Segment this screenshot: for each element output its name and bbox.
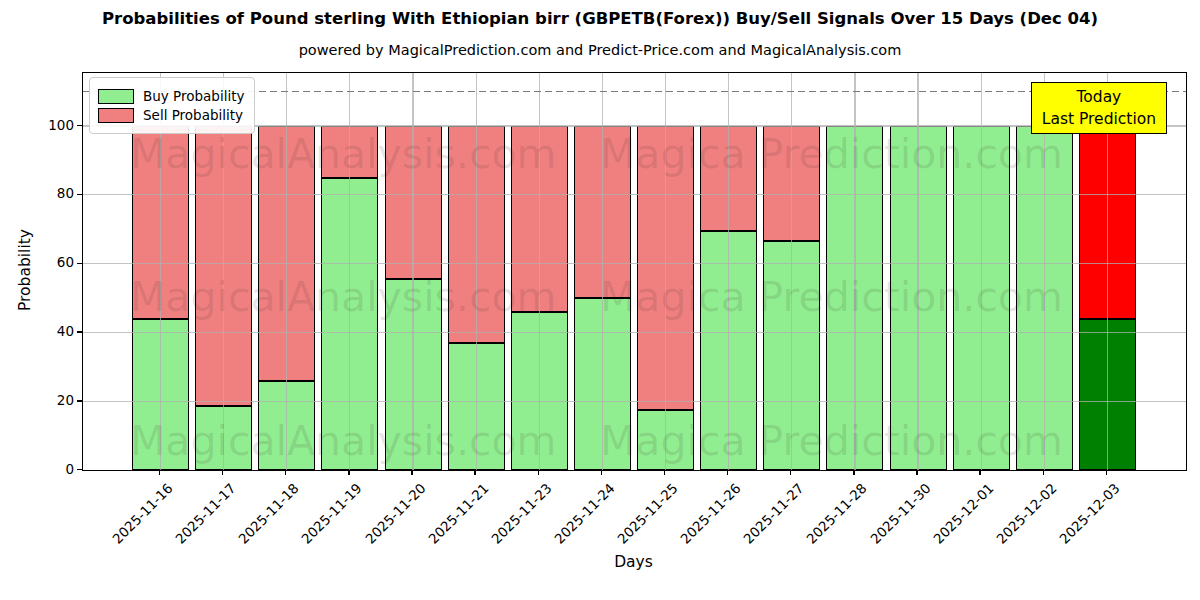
x-axis-label: Days	[82, 553, 1185, 571]
y-tick-label: 100	[28, 117, 74, 134]
watermark-text: MagicalAnalysis.com	[130, 128, 557, 180]
today-annotation-line1: Today	[1042, 86, 1156, 108]
chart-title: Probabilities of Pound sterling With Eth…	[0, 9, 1200, 28]
legend-item-sell: Sell Probability	[98, 107, 244, 123]
x-tick-label: 2025-11-30	[867, 480, 934, 547]
x-tick-mark	[474, 470, 475, 475]
watermark-text: MagicalAnalysis.com	[130, 271, 557, 323]
legend-label: Buy Probability	[143, 88, 244, 104]
y-tick-mark	[77, 331, 82, 332]
x-tick-mark	[664, 470, 665, 475]
x-tick-mark	[916, 470, 917, 475]
x-tick-mark	[411, 470, 412, 475]
x-tick-mark	[979, 470, 980, 475]
buy-swatch-icon	[98, 89, 134, 104]
plot-area: MagicalAnalysis.com Magica Prediction.co…	[82, 72, 1187, 471]
y-gridline	[83, 194, 1186, 195]
y-gridline	[83, 263, 1186, 264]
legend-label: Sell Probability	[143, 107, 243, 123]
watermark-row: MagicalAnalysis.com Magica Prediction.co…	[83, 271, 1186, 323]
x-tick-mark	[1043, 470, 1044, 475]
x-tick-mark	[853, 470, 854, 475]
y-tick-mark	[77, 469, 82, 470]
watermark-text: Magica Prediction.com	[600, 271, 1063, 323]
watermark-text: Magica Prediction.com	[600, 415, 1063, 467]
today-annotation-line2: Last Prediction	[1042, 108, 1156, 130]
x-tick-mark	[538, 470, 539, 475]
x-tick-label: 2025-11-19	[298, 480, 365, 547]
y-tick-mark	[77, 194, 82, 195]
watermark-text: MagicalAnalysis.com	[130, 415, 557, 467]
y-tick-label: 80	[28, 185, 74, 202]
watermark-row: MagicalAnalysis.com Magica Prediction.co…	[83, 128, 1186, 180]
x-tick-mark	[348, 470, 349, 475]
x-tick-label: 2025-11-18	[235, 480, 302, 547]
x-tick-label: 2025-11-17	[172, 480, 239, 547]
x-tick-label: 2025-12-02	[993, 480, 1060, 547]
y-gridline	[83, 401, 1186, 402]
today-annotation: Today Last Prediction	[1031, 82, 1167, 134]
x-tick-mark	[727, 470, 728, 475]
x-tick-mark	[285, 470, 286, 475]
x-tick-label: 2025-11-27	[740, 480, 807, 547]
x-tick-mark	[790, 470, 791, 475]
y-tick-label: 0	[28, 461, 74, 478]
x-tick-mark	[1106, 470, 1107, 475]
x-tick-label: 2025-11-26	[677, 480, 744, 547]
y-tick-label: 60	[28, 254, 74, 271]
x-tick-mark	[601, 470, 602, 475]
x-tick-mark	[159, 470, 160, 475]
x-tick-label: 2025-11-25	[614, 480, 681, 547]
legend-item-buy: Buy Probability	[98, 88, 244, 104]
x-tick-label: 2025-12-03	[1056, 480, 1123, 547]
sell-swatch-icon	[98, 108, 134, 123]
chart-figure: Probabilities of Pound sterling With Eth…	[0, 0, 1200, 600]
x-tick-mark	[222, 470, 223, 475]
x-tick-label: 2025-11-21	[425, 480, 492, 547]
x-tick-label: 2025-11-16	[109, 480, 176, 547]
watermark-row: MagicalAnalysis.com Magica Prediction.co…	[83, 415, 1186, 467]
x-tick-label: 2025-11-24	[551, 480, 618, 547]
y-tick-mark	[77, 125, 82, 126]
y-tick-mark	[77, 400, 82, 401]
x-tick-label: 2025-11-23	[488, 480, 555, 547]
chart-subtitle: powered by MagicalPrediction.com and Pre…	[0, 42, 1200, 58]
legend: Buy Probability Sell Probability	[89, 77, 255, 134]
x-tick-label: 2025-11-28	[803, 480, 870, 547]
watermark-text: Magica Prediction.com	[600, 128, 1063, 180]
y-gridline	[83, 332, 1186, 333]
y-tick-label: 20	[28, 392, 74, 409]
x-tick-label: 2025-12-01	[930, 480, 997, 547]
x-tick-label: 2025-11-20	[362, 480, 429, 547]
y-tick-label: 40	[28, 323, 74, 340]
y-tick-mark	[77, 263, 82, 264]
